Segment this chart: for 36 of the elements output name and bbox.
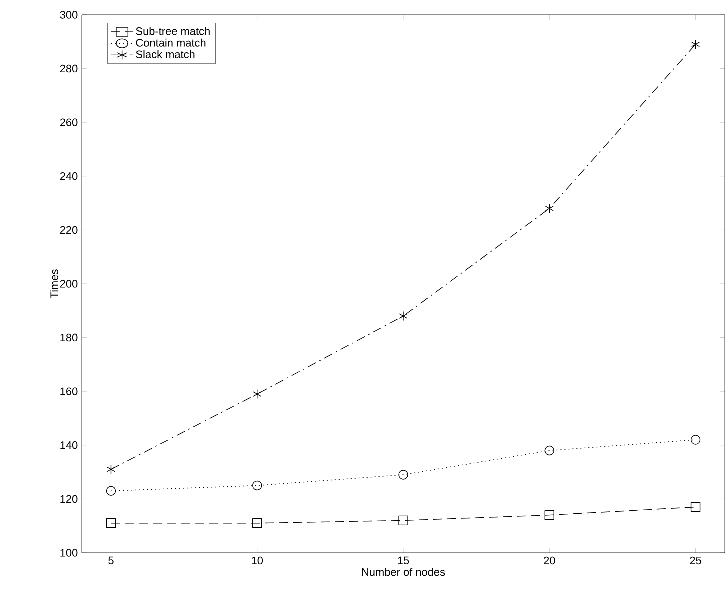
point	[106, 518, 116, 528]
y-tick-label: 180	[60, 334, 78, 342]
point	[252, 518, 262, 528]
point	[399, 311, 408, 322]
x-tick-label: 5	[108, 556, 114, 564]
y-tick-label: 260	[60, 118, 78, 126]
legend-label: Contain match	[136, 38, 206, 47]
point	[544, 446, 554, 456]
x-tick-label: 25	[690, 556, 702, 565]
y-tick-label: 160	[60, 388, 78, 396]
point	[398, 470, 408, 480]
point	[544, 510, 554, 520]
y-tick-label: 240	[60, 172, 78, 180]
point	[398, 516, 408, 526]
point	[252, 480, 262, 491]
point	[106, 464, 116, 474]
x-tick-label: 15	[398, 556, 410, 564]
legend-label: Sub-tree match	[136, 27, 210, 36]
x-tick-label: 20	[544, 556, 556, 565]
y-axis-title: Times	[50, 270, 58, 298]
point	[106, 486, 116, 496]
x-axis-title: Number of nodes	[362, 568, 446, 576]
point	[253, 389, 262, 400]
y-tick-label: 200	[60, 280, 78, 288]
point	[690, 502, 701, 512]
legend-label: Slack match	[136, 50, 195, 58]
x-tick-label: 10	[252, 556, 264, 565]
y-tick-label: 300	[60, 11, 78, 19]
y-tick-label: 220	[60, 226, 78, 234]
point	[690, 435, 701, 445]
y-tick-label: 100	[60, 549, 78, 557]
y-tick-label: 140	[60, 442, 78, 450]
y-tick-label: 280	[60, 64, 78, 73]
point	[692, 40, 700, 50]
point	[545, 204, 554, 214]
y-tick-label: 120	[60, 495, 78, 504]
